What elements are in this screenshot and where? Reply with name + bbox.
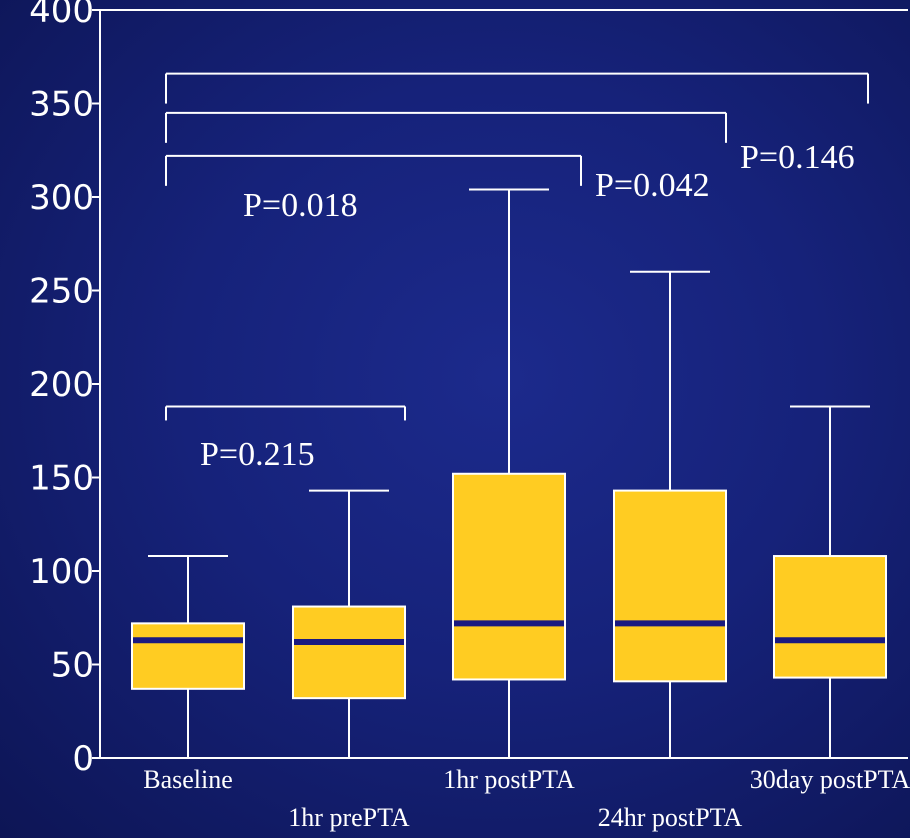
- y-axis-ticks: 0 50 100 150 200 250 300 350 400: [29, 0, 100, 779]
- box-group: [773, 405, 887, 759]
- iqr-box: [452, 472, 566, 681]
- y-tick-label: 300: [29, 178, 94, 218]
- iqr-box: [131, 622, 245, 690]
- comparison-bracket: P=0.146: [165, 72, 869, 176]
- p-value-label: P=0.146: [740, 139, 855, 176]
- x-category-label: Baseline: [143, 765, 233, 794]
- x-category-label: 24hr postPTA: [598, 803, 743, 832]
- iqr-box: [613, 489, 727, 683]
- y-tick-label: 150: [29, 459, 94, 499]
- y-tick-label: 50: [51, 646, 94, 686]
- box-group: [452, 188, 566, 759]
- p-value-label: P=0.215: [200, 436, 315, 473]
- significance-brackets: P=0.215 P=0.018 P=0.042 P=0.146: [165, 72, 869, 473]
- x-category-label: 1hr prePTA: [288, 803, 410, 832]
- p-value-label: P=0.042: [595, 167, 710, 204]
- x-category-label: 1hr postPTA: [443, 765, 575, 794]
- box-group: [292, 489, 406, 759]
- y-tick-label: 100: [29, 552, 94, 592]
- y-tick-label: 250: [29, 272, 94, 312]
- x-axis-labels: Baseline 1hr prePTA 1hr postPTA 24hr postPT…: [143, 765, 910, 832]
- iqr-box: [773, 555, 887, 679]
- iqr-box: [292, 605, 406, 700]
- y-tick-label: 200: [29, 365, 94, 405]
- boxes: [131, 188, 887, 759]
- comparison-bracket: P=0.042: [165, 111, 727, 204]
- y-tick-label: 0: [72, 739, 94, 779]
- box-group: [613, 270, 727, 759]
- y-tick-label: 350: [29, 85, 94, 125]
- comparison-bracket: P=0.215: [165, 405, 406, 473]
- p-value-label: P=0.018: [243, 187, 358, 224]
- comparison-bracket: P=0.018: [165, 154, 582, 224]
- box-group: [131, 555, 245, 759]
- y-tick-label: 400: [29, 0, 94, 31]
- x-category-label: 30day postPTA: [750, 765, 910, 794]
